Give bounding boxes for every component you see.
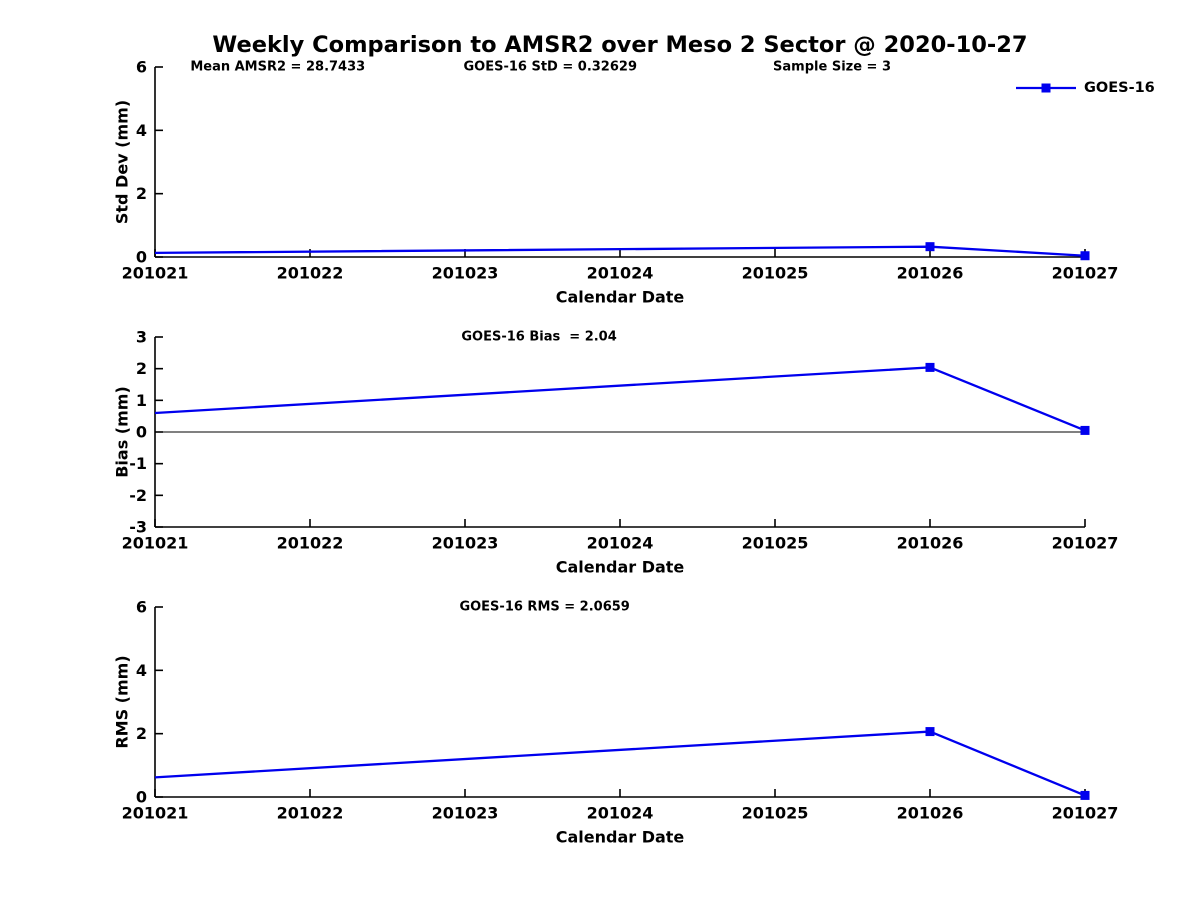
x-tick-label: 201026	[897, 804, 964, 823]
y-tick-label: 3	[136, 328, 147, 347]
x-tick-label: 201026	[897, 264, 964, 283]
x-tick-label: 201021	[122, 534, 189, 553]
legend-label: GOES-16	[1084, 80, 1155, 96]
data-point-marker	[1080, 790, 1090, 800]
y-tick-label: 0	[136, 248, 147, 267]
y-tick-label: 6	[136, 598, 147, 617]
x-tick-label: 201027	[1052, 264, 1119, 283]
x-tick-label: 201025	[742, 264, 809, 283]
x-tick-label: 201021	[122, 264, 189, 283]
y-tick-label: 2	[136, 359, 147, 378]
y-tick-label: 2	[136, 184, 147, 203]
y-axis-label: Std Dev (mm)	[113, 100, 132, 224]
data-point-marker	[925, 727, 935, 737]
y-axis-label: RMS (mm)	[113, 655, 132, 748]
y-tick-label: -2	[129, 486, 147, 505]
y-axis-label: Bias (mm)	[113, 386, 132, 478]
chart-title: Weekly Comparison to AMSR2 over Meso 2 S…	[212, 32, 1027, 58]
subplot-std-dev: 0 2 4 6 201021 201022 201023 201024 201025 201026…	[113, 58, 1119, 307]
legend: GOES-16	[1016, 80, 1155, 96]
x-tick-label: 201027	[1052, 534, 1119, 553]
y-tick-label: 2	[136, 724, 147, 743]
annotation: GOES-16 Bias = 2.04	[461, 330, 616, 345]
x-axis-label: Calendar Date	[556, 558, 685, 577]
x-tick-label: 201021	[122, 804, 189, 823]
subplot-rms: 0 2 4 6 201021 201022 201023 201024 201025 201026…	[113, 598, 1119, 847]
annotation: Mean AMSR2 = 28.7433	[190, 60, 365, 75]
x-tick-label: 201026	[897, 534, 964, 553]
y-tick-label: 4	[136, 121, 147, 140]
x-tick-label: 201024	[587, 264, 654, 283]
x-tick-label: 201022	[277, 264, 344, 283]
annotation: Sample Size = 3	[773, 60, 891, 75]
x-tick-label: 201023	[432, 804, 499, 823]
x-axis-label: Calendar Date	[556, 828, 685, 847]
y-tick-label: -1	[129, 454, 147, 473]
x-tick-label: 201022	[277, 534, 344, 553]
x-axis-label: Calendar Date	[556, 288, 685, 307]
y-tick-label: -3	[129, 518, 147, 537]
x-tick-label: 201024	[587, 534, 654, 553]
x-tick-label: 201025	[742, 804, 809, 823]
x-tick-label: 201023	[432, 534, 499, 553]
annotation: GOES-16 StD = 0.32629	[463, 60, 637, 75]
y-tick-label: 6	[136, 58, 147, 77]
y-tick-label: 4	[136, 661, 147, 680]
y-tick-label: 0	[136, 423, 147, 442]
data-point-marker	[1080, 251, 1090, 261]
data-point-marker	[1080, 425, 1090, 435]
x-tick-label: 201025	[742, 534, 809, 553]
x-tick-label: 201027	[1052, 804, 1119, 823]
x-tick-label: 201022	[277, 804, 344, 823]
series-line-GOES-16	[154, 366, 1086, 432]
annotation: GOES-16 RMS = 2.0659	[459, 600, 629, 615]
data-point-marker	[925, 362, 935, 372]
x-tick-label: 201023	[432, 264, 499, 283]
series-line-GOES-16	[154, 730, 1086, 797]
legend-square-marker-icon	[1041, 83, 1051, 93]
subplot-bias: -3 -2 -1 0 1 2 3 201021 201022 201023 201024 201025…	[113, 328, 1119, 577]
y-tick-label: 1	[136, 391, 147, 410]
data-point-marker	[925, 242, 935, 252]
y-tick-label: 0	[136, 788, 147, 807]
x-tick-label: 201024	[587, 804, 654, 823]
